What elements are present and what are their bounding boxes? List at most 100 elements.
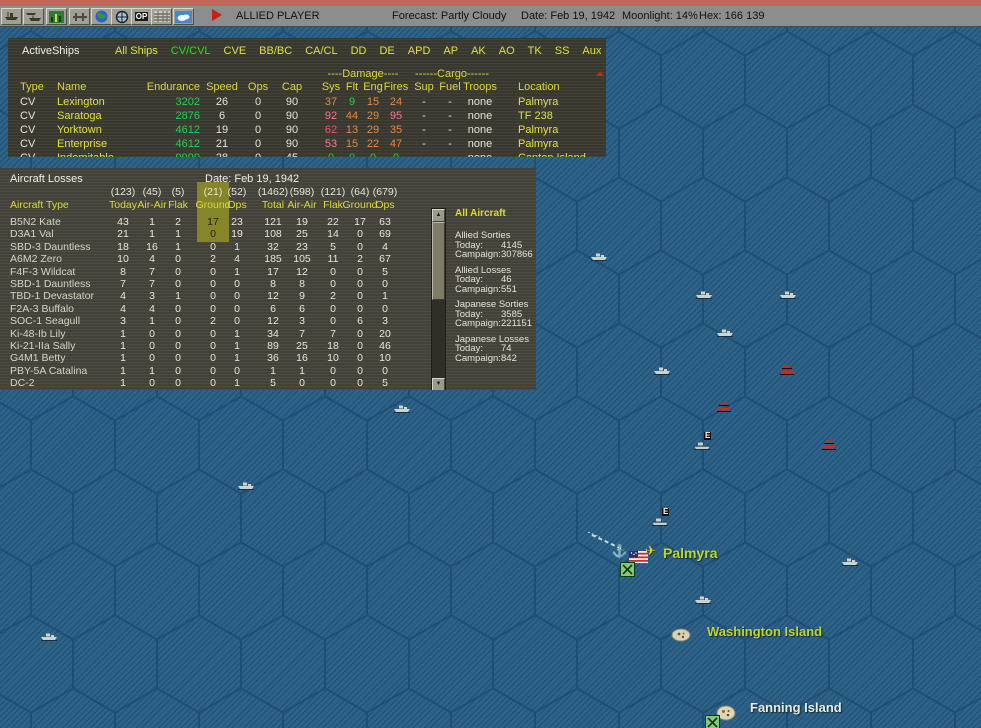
- scroll-up-button[interactable]: ▲: [432, 209, 445, 222]
- weather-icon[interactable]: [173, 8, 194, 25]
- base-label-washington[interactable]: Washington Island: [707, 624, 823, 639]
- scroll-up-indicator[interactable]: [596, 71, 604, 76]
- player-label: ALLIED PLAYER: [236, 10, 320, 22]
- allied-ship-marker[interactable]: [778, 286, 798, 304]
- allied-ship-marker[interactable]: [652, 362, 672, 380]
- summary-block: Allied Losses Today: 46 Campaign:551: [455, 264, 535, 295]
- ship-icon[interactable]: [1, 8, 22, 25]
- port-anchor-icon[interactable]: ⚓: [612, 544, 627, 558]
- col-header-flt: Flt: [345, 81, 359, 93]
- enemy-task-force-marker[interactable]: [714, 400, 734, 418]
- op-icon-text: OP: [134, 12, 149, 21]
- aircraft-losses-panel: Aircraft Losses Date: Feb 19, 1942 Aircr…: [0, 168, 536, 390]
- loss-column-header: (679) Ops: [372, 186, 398, 211]
- ground-column-highlight: [197, 182, 229, 242]
- allied-ship-marker[interactable]: [694, 286, 714, 304]
- col-header-location: Location: [518, 81, 560, 93]
- strategic-map-icon[interactable]: [111, 8, 132, 25]
- summary-block-title: Allied Losses: [455, 264, 511, 276]
- ship-class-tab[interactable]: AO: [498, 45, 515, 57]
- allied-ship-marker[interactable]: [236, 477, 256, 495]
- moonlight-label: Moonlight: 14%: [622, 10, 698, 22]
- allied-ship-marker[interactable]: [715, 324, 735, 342]
- us-flag-icon[interactable]: [628, 551, 648, 569]
- continue-turn-icon[interactable]: [212, 9, 222, 21]
- enemy-task-force-marker[interactable]: [819, 438, 839, 456]
- allied-ship-marker[interactable]: [39, 628, 59, 646]
- ship-class-tab[interactable]: BB/BC: [259, 45, 293, 57]
- col-header-endurance: Endurance: [146, 81, 200, 93]
- ship-row[interactable]: CV Lexington 3202 26 0 90 37 9 15 24 - -…: [20, 96, 559, 108]
- ship-rows: CV Lexington 3202 26 0 90 37 9 15 24 - -…: [8, 95, 606, 157]
- ship-class-tab[interactable]: AK: [471, 45, 486, 57]
- loss-column-header: (64) Ground: [342, 186, 378, 211]
- aircraft-row: Ki-48-Ib Lily 1 0 0 0 1 34 7 7 0 20: [10, 327, 391, 340]
- ship-class-tab[interactable]: APD: [407, 45, 431, 57]
- ship-class-tab[interactable]: DE: [379, 45, 395, 57]
- summary-campaign-value: 842: [501, 352, 517, 364]
- aircraft-row: Ki-21-IIa Sally 1 0 0 0 1 89 25 18 0 46: [10, 339, 391, 352]
- allied-ship-marker[interactable]: [392, 400, 412, 418]
- allied-ship-marker[interactable]: [840, 553, 860, 571]
- ship-class-tab[interactable]: DD: [350, 45, 367, 57]
- ship-row[interactable]: CV Enterprise 4612 21 0 90 53 15 22 47 -…: [20, 138, 559, 150]
- summary-campaign-value: 551: [501, 283, 517, 295]
- fanning-island-icon[interactable]: [716, 705, 736, 726]
- ship-class-tabs: All Ships CV/CVL CVE BB/BC CA/CL DD DE A…: [115, 45, 606, 57]
- operations-icon[interactable]: OP: [131, 8, 152, 25]
- base-label-palmyra[interactable]: Palmyra: [663, 545, 718, 561]
- loss-column-header: (123) Today: [108, 186, 138, 211]
- col-header-speed: Speed: [206, 81, 238, 93]
- aircraft-row: DC-2 1 0 0 0 1 5 0 0 0 5: [10, 377, 388, 390]
- ship-class-tab[interactable]: TK: [527, 45, 542, 57]
- main-toolbar: OP ALLIED PLAYER Forecast: Partly Cloudy…: [0, 6, 981, 27]
- ship-row[interactable]: CV Yorktown 4612 19 0 90 62 13 29 35 - -…: [20, 124, 559, 136]
- base-label-fanning[interactable]: Fanning Island: [750, 700, 842, 715]
- rail-icon[interactable]: [69, 8, 90, 25]
- ship-icon: [717, 329, 733, 337]
- cargo-group-header: ------Cargo------: [415, 68, 489, 80]
- loss-column-header: (121) Flak: [320, 186, 346, 211]
- ship-icon: [694, 442, 710, 450]
- summary-block-title: Japanese Losses: [455, 333, 529, 345]
- ship-icon: [591, 253, 607, 261]
- scroll-down-button[interactable]: ▼: [432, 378, 445, 390]
- allied-ship-marker[interactable]: [589, 248, 609, 266]
- chart-icon[interactable]: [46, 8, 67, 25]
- col-header-name: Name: [57, 81, 87, 93]
- ship-row[interactable]: CV Saratoga 2876 6 0 90 92 44 29 95 - - …: [20, 110, 553, 122]
- scrollbar-thumb[interactable]: [432, 222, 445, 300]
- globe-icon[interactable]: [91, 8, 112, 25]
- aircraft-row: F2A-3 Buffalo 4 4 0 0 0 6 6 0 0 0: [10, 302, 388, 315]
- scrollbar[interactable]: ▲ ▼: [431, 208, 446, 390]
- panel-title: Aircraft Losses: [10, 173, 83, 185]
- airgroup-plane-icon[interactable]: ✈: [645, 543, 656, 558]
- ship-class-tab[interactable]: Aux: [582, 45, 602, 57]
- washington-island-icon[interactable]: [671, 628, 691, 647]
- airfield-icon[interactable]: [620, 562, 635, 577]
- ship-icon: [41, 633, 57, 641]
- panel-date: Date: Feb 19, 1942: [205, 173, 300, 185]
- panel-title: ActiveShips: [22, 45, 80, 57]
- col-header-troops: Troops: [463, 81, 497, 93]
- ship-class-tab[interactable]: CV/CVL: [170, 45, 211, 57]
- ruler-icon[interactable]: [151, 8, 172, 25]
- airfield-icon[interactable]: [705, 715, 720, 728]
- ship-class-tab[interactable]: CA/CL: [305, 45, 338, 57]
- escort-task-force-marker[interactable]: E: [650, 508, 670, 531]
- ship-class-tab[interactable]: CVE: [223, 45, 247, 57]
- col-header-sup: Sup: [414, 81, 434, 93]
- ship-class-tab[interactable]: AP: [443, 45, 459, 57]
- escort-task-force-marker[interactable]: E: [692, 432, 712, 455]
- enemy-task-force-marker[interactable]: [777, 363, 797, 381]
- ship-row[interactable]: CV Indomitable 9999 28 0 45 0 0 0 0 - - …: [8, 151, 606, 157]
- col-header-fires: Fires: [383, 81, 409, 93]
- fleet-icon[interactable]: [23, 8, 44, 25]
- allied-ship-marker[interactable]: [693, 591, 713, 609]
- ship-class-tab[interactable]: All Ships: [115, 45, 158, 57]
- aircraft-rows: B5N2 Kate 43 1 2 17 23 121 19 22 17 63 D…: [0, 216, 430, 389]
- aircraft-row: PBY-5A Catalina 1 1 0 0 0 1 1 0 0 0: [10, 364, 388, 377]
- ship-class-tab[interactable]: SS: [554, 45, 570, 57]
